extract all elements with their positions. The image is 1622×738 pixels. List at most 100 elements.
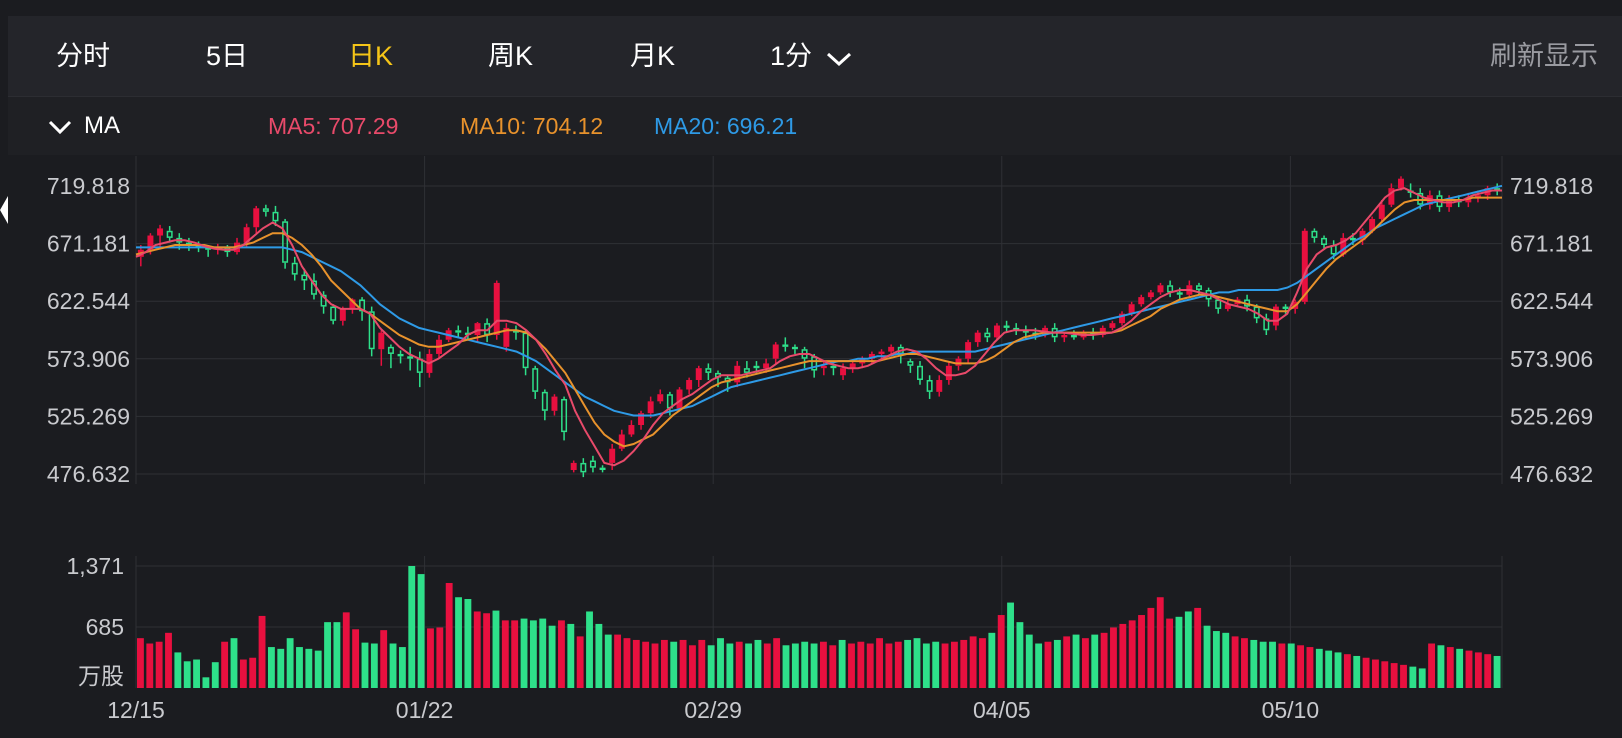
volume-bar xyxy=(791,643,799,688)
tab-5day[interactable]: 5日 xyxy=(206,41,249,71)
candle-body xyxy=(791,346,798,350)
tab-weekly-k[interactable]: 周K xyxy=(488,41,534,71)
volume-bar xyxy=(183,661,191,688)
candle-body xyxy=(936,380,943,392)
candle-body xyxy=(1340,237,1347,255)
tab-1min-label: 1分 xyxy=(770,41,813,71)
volume-bar xyxy=(932,641,940,688)
volume-bar xyxy=(1203,625,1211,688)
candle xyxy=(791,344,798,354)
volume-bar xyxy=(763,643,771,688)
candle-body xyxy=(368,311,375,350)
volume-bar xyxy=(820,641,827,688)
candle xyxy=(157,224,164,248)
volume-bar xyxy=(997,615,1005,688)
candle xyxy=(801,346,808,369)
candle-body xyxy=(840,368,847,376)
candle xyxy=(589,455,596,473)
volume-tick-label: 1,371 xyxy=(66,553,124,579)
candle-body xyxy=(1378,204,1385,219)
volume-bar xyxy=(1418,668,1426,688)
ma-toggle[interactable]: MA xyxy=(48,97,120,155)
volume-bar xyxy=(249,657,257,688)
candle xyxy=(282,218,289,269)
candle-body xyxy=(570,462,577,471)
candle xyxy=(1205,287,1212,307)
candle xyxy=(945,361,952,385)
volume-bar xyxy=(1025,634,1033,688)
volume-bar xyxy=(1241,638,1248,688)
volume-bar xyxy=(305,648,313,688)
volume-bar xyxy=(1016,622,1024,688)
volume-bar xyxy=(857,641,865,688)
volume-bar xyxy=(1231,636,1239,688)
candle xyxy=(1388,183,1395,208)
candle xyxy=(522,330,529,376)
volume-bar xyxy=(969,636,977,688)
volume-bar xyxy=(361,642,369,688)
volume-bar xyxy=(1156,597,1164,688)
candle-body xyxy=(493,282,500,336)
volume-bar xyxy=(333,622,341,688)
candle xyxy=(330,304,337,325)
candle xyxy=(1494,183,1501,196)
candle-body xyxy=(1147,292,1154,298)
refresh-display-button[interactable]: 刷新显示 xyxy=(1490,41,1598,71)
candle-body xyxy=(455,330,462,333)
volume-bar xyxy=(904,639,912,688)
candle-body xyxy=(1311,230,1318,238)
volume-bar xyxy=(230,638,238,688)
volume-bar xyxy=(801,641,809,688)
volume-bar xyxy=(286,638,294,688)
candle-body xyxy=(955,358,962,366)
volume-tick-label: 685 xyxy=(86,614,124,640)
tab-intraday[interactable]: 分时 xyxy=(56,41,110,71)
volume-bar xyxy=(1053,639,1061,688)
volume-bar xyxy=(1306,647,1314,688)
volume-bar xyxy=(586,611,593,688)
candle-body xyxy=(1388,188,1395,205)
volume-bar xyxy=(296,647,303,688)
tab-daily-k[interactable]: 日K xyxy=(348,41,394,71)
candle-body xyxy=(1349,237,1356,241)
grid xyxy=(135,156,1503,688)
tab-monthly-k[interactable]: 月K xyxy=(630,41,676,71)
candle-body xyxy=(705,368,712,373)
candle-body xyxy=(753,365,760,369)
x-tick-label: 01/22 xyxy=(396,697,454,723)
candle-body xyxy=(339,308,346,321)
candle-body xyxy=(734,365,741,383)
volume-bar xyxy=(922,643,930,688)
volume-bar xyxy=(1353,655,1361,688)
candle-body xyxy=(647,401,654,414)
candle xyxy=(397,350,404,364)
candle-body xyxy=(763,363,770,369)
tab-1min-dropdown[interactable]: 1分 xyxy=(770,16,852,96)
volume-bar xyxy=(417,574,425,688)
volume-bar xyxy=(221,641,229,688)
candle-body xyxy=(378,332,385,350)
volume-bar xyxy=(1428,643,1436,688)
volume-bar xyxy=(950,641,958,688)
volume-bar xyxy=(1269,641,1276,688)
volume-bar xyxy=(1007,602,1014,688)
candle-body xyxy=(301,274,308,281)
volume-bar xyxy=(1409,666,1417,688)
y-tick-label-right: 622.544 xyxy=(1510,288,1593,314)
volume-bar xyxy=(773,638,781,688)
candle xyxy=(1167,280,1174,298)
volume-bar xyxy=(258,615,266,688)
candle xyxy=(1013,323,1020,336)
candle-body xyxy=(349,299,356,309)
candle-body xyxy=(695,368,702,381)
candle-body xyxy=(1272,306,1279,326)
candle xyxy=(1272,304,1279,331)
volume-bar xyxy=(1110,627,1117,688)
drag-handle-icon[interactable] xyxy=(0,196,8,224)
candle xyxy=(541,389,548,421)
x-tick-label: 12/15 xyxy=(107,697,165,723)
y-tick-label-left: 719.818 xyxy=(47,173,130,199)
ma-legend-bar: MA MA5: 707.29 MA10: 704.12 MA20: 696.21 xyxy=(8,96,1622,155)
candle-body xyxy=(618,434,625,449)
candle xyxy=(1311,228,1318,243)
